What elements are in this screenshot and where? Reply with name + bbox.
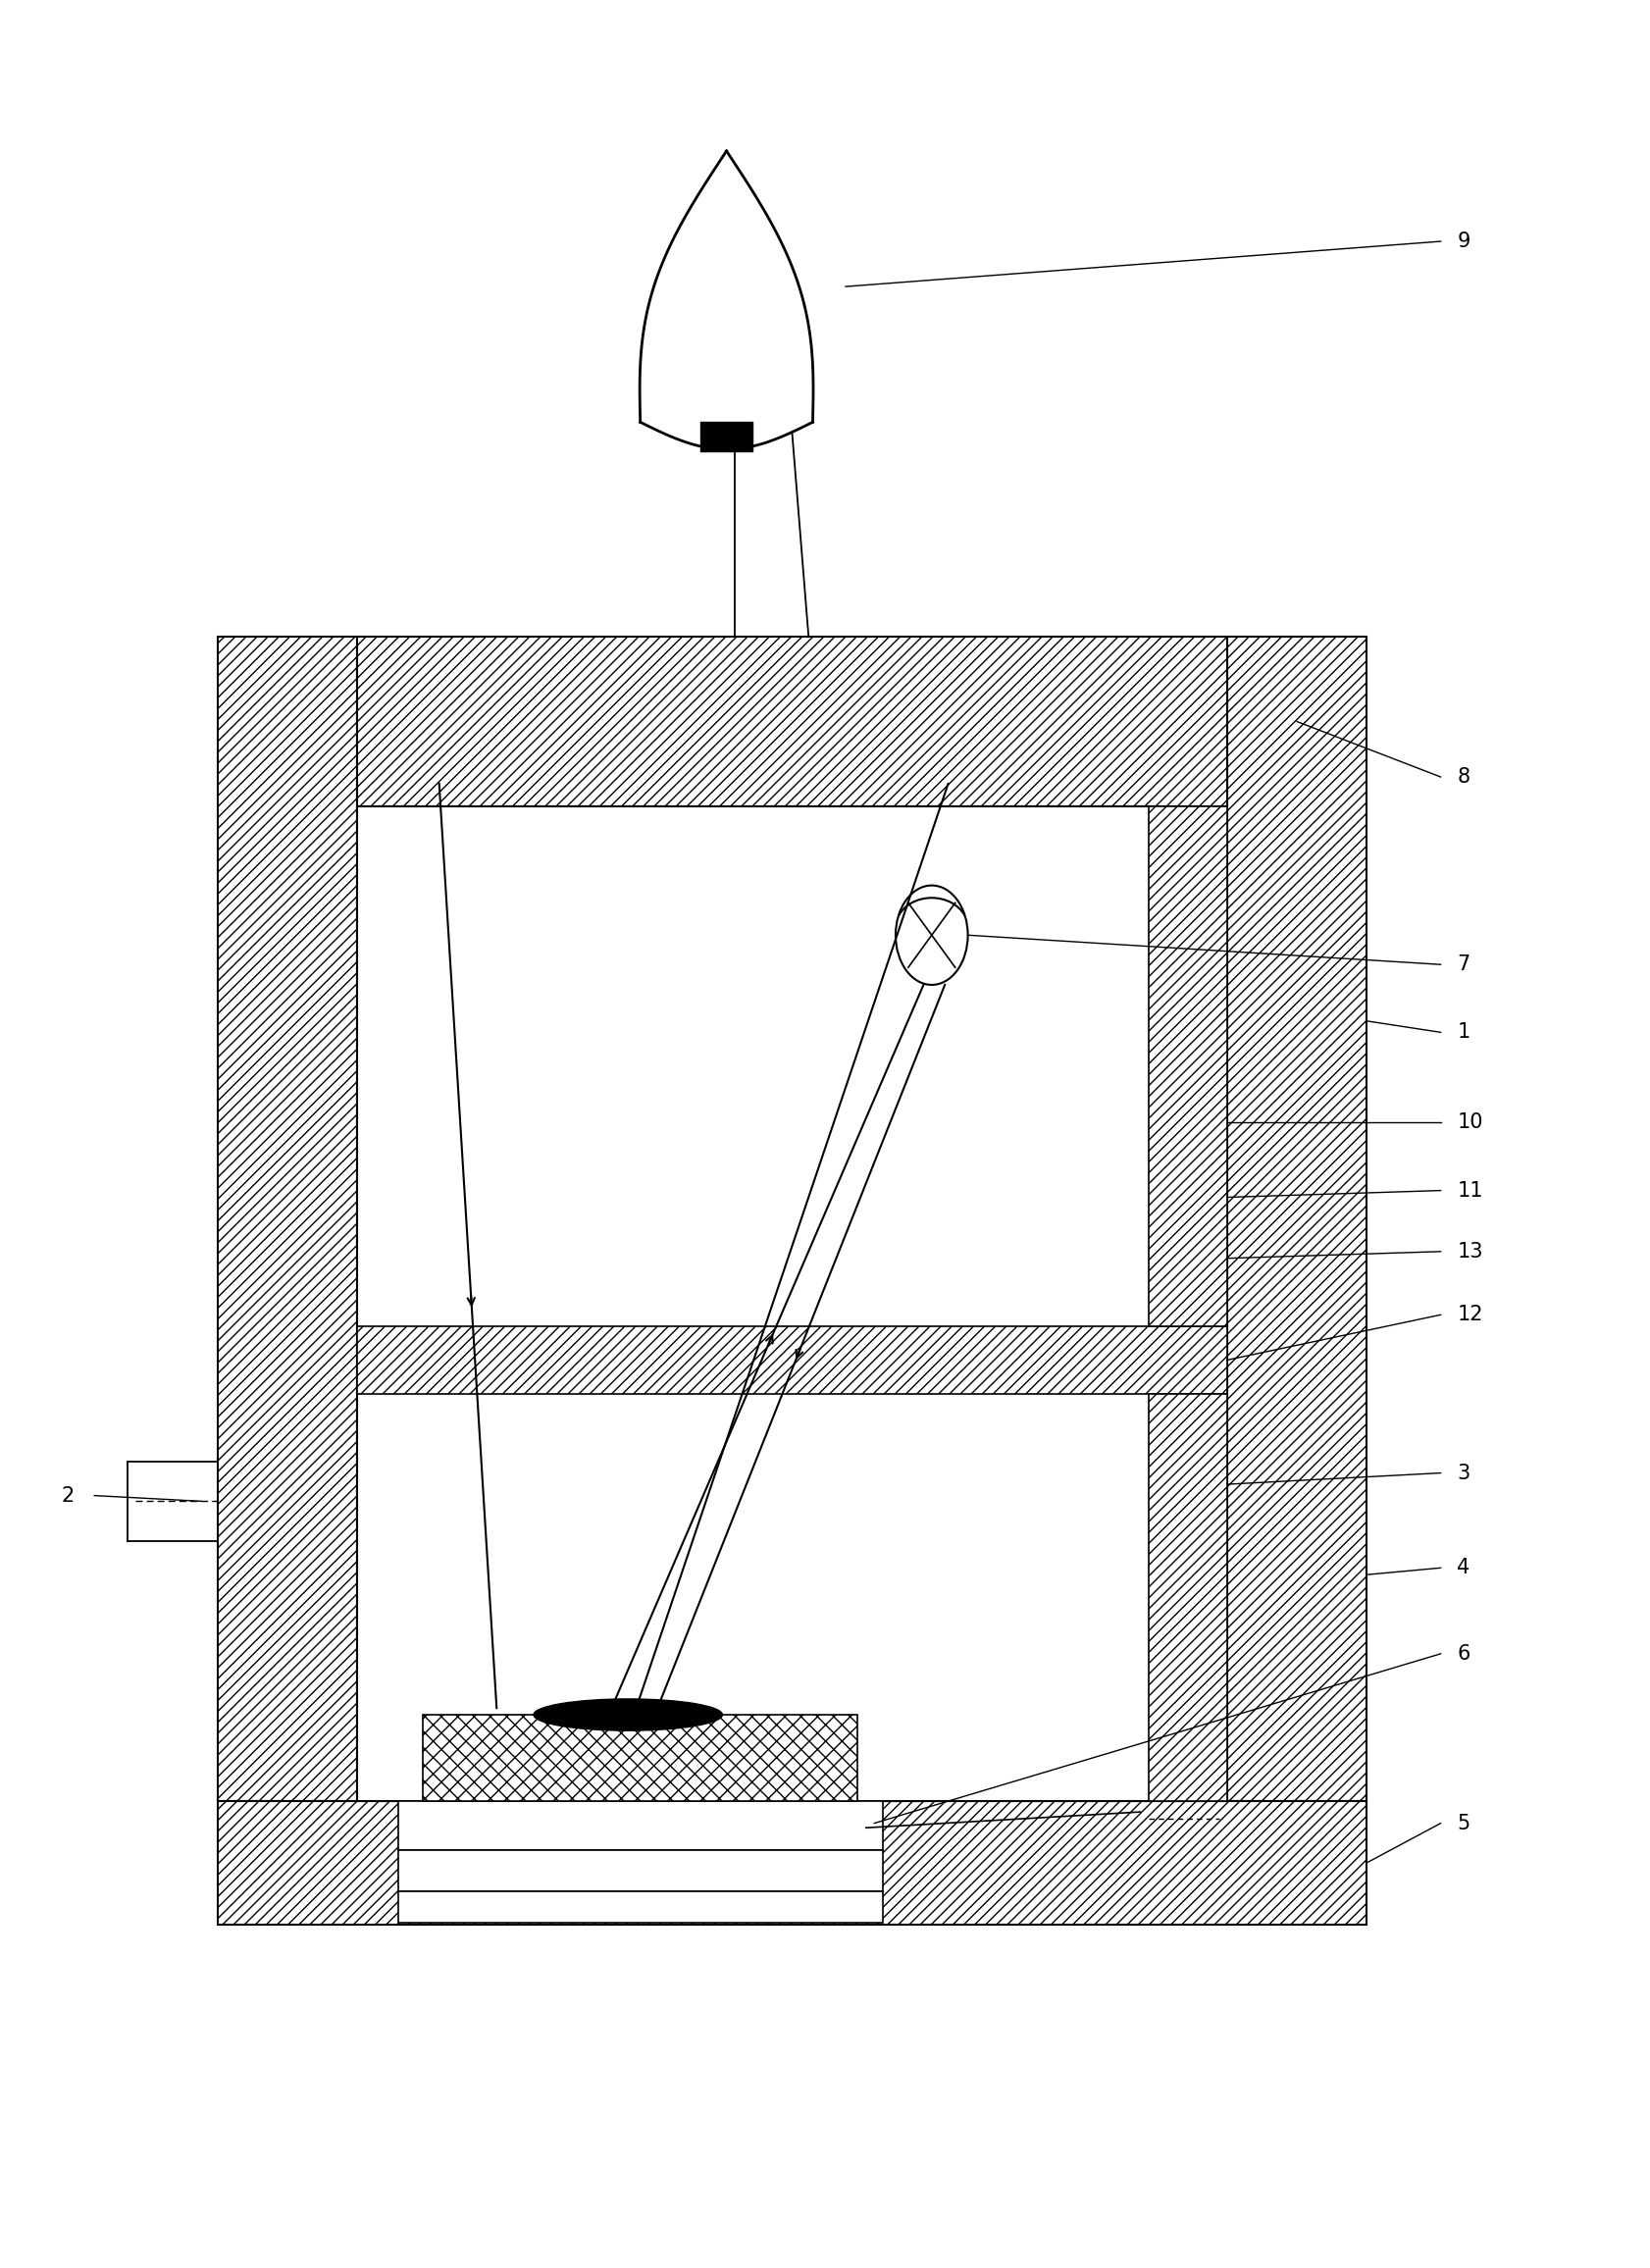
Bar <box>356 1327 1228 1395</box>
Bar <box>356 637 1228 807</box>
Bar <box>1228 637 1366 1801</box>
Bar <box>398 1801 883 1851</box>
Bar <box>356 807 1228 1801</box>
Text: 9: 9 <box>1457 231 1470 252</box>
Bar <box>398 1851 883 1892</box>
Ellipse shape <box>533 1699 723 1730</box>
Bar <box>700 422 752 451</box>
Bar <box>422 1715 858 1801</box>
Text: 10: 10 <box>1457 1114 1483 1132</box>
Bar <box>1148 1395 1228 1801</box>
Bar <box>218 637 356 1801</box>
Text: 8: 8 <box>1457 767 1470 787</box>
Text: 5: 5 <box>1457 1814 1470 1833</box>
Text: 13: 13 <box>1457 1241 1483 1261</box>
Text: 3: 3 <box>1457 1463 1470 1483</box>
Bar <box>1148 807 1228 1327</box>
Text: 6: 6 <box>1457 1644 1470 1662</box>
Text: 11: 11 <box>1457 1182 1483 1200</box>
Text: 7: 7 <box>1457 955 1470 975</box>
Text: 1: 1 <box>1457 1023 1470 1041</box>
Text: 12: 12 <box>1457 1304 1483 1325</box>
Bar <box>398 1892 883 1923</box>
Bar <box>218 1801 1366 1926</box>
Text: 2: 2 <box>61 1486 74 1506</box>
Text: 4: 4 <box>1457 1558 1470 1579</box>
